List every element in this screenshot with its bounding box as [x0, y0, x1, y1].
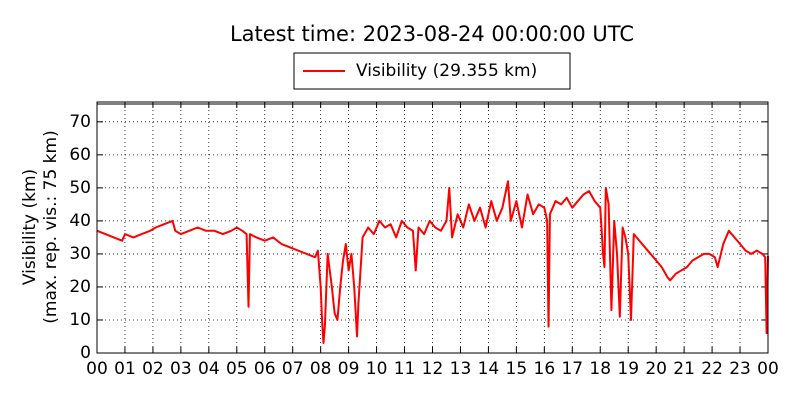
y-axis-label: (max. rep. vis.: 75 km) [41, 130, 61, 323]
x-tick-label: 00 [86, 359, 108, 379]
x-tick-label: 11 [394, 359, 416, 379]
y-tick-label: 70 [69, 112, 91, 132]
plot-frame [96, 101, 769, 354]
y-tick-label: 50 [69, 178, 91, 198]
x-tick-label: 17 [561, 359, 583, 379]
x-tick-label: 01 [114, 359, 136, 379]
x-tick-label: 08 [310, 359, 332, 379]
x-tick-label: 10 [366, 359, 388, 379]
x-tick-label: 18 [589, 359, 611, 379]
y-tick-label: 30 [69, 244, 91, 264]
x-tick-label: 14 [478, 359, 500, 379]
x-tick-label: 20 [645, 359, 667, 379]
x-tick-label: 03 [170, 359, 192, 379]
x-tick-label: 22 [701, 359, 723, 379]
x-tick-label: 16 [534, 359, 556, 379]
x-tick-label: 04 [198, 359, 220, 379]
x-tick-label: 23 [729, 359, 751, 379]
x-tick-label: 02 [142, 359, 164, 379]
data-line [96, 180, 769, 345]
y-tick-label: 60 [69, 145, 91, 165]
x-tick-label: 07 [282, 359, 304, 379]
x-tick-label: 05 [226, 359, 248, 379]
x-tick-label: 13 [450, 359, 472, 379]
x-tick-label: 00 [757, 359, 779, 379]
y-tick-label: 10 [69, 310, 91, 330]
y-tick-label: 20 [69, 277, 91, 297]
x-tick-label: 09 [338, 359, 360, 379]
chart-title: Latest time: 2023-08-24 00:00:00 UTC [230, 22, 634, 46]
y-tick-label: 40 [69, 211, 91, 231]
x-tick-label: 06 [254, 359, 276, 379]
y-tick-label: 0 [80, 343, 91, 363]
legend-label: Visibility (29.355 km) [356, 61, 537, 81]
x-tick-label: 21 [673, 359, 695, 379]
y-axis-label: Visibility (km) [20, 169, 40, 285]
x-tick-label: 12 [422, 359, 444, 379]
x-tick-label: 15 [506, 359, 528, 379]
x-tick-label: 19 [617, 359, 639, 379]
